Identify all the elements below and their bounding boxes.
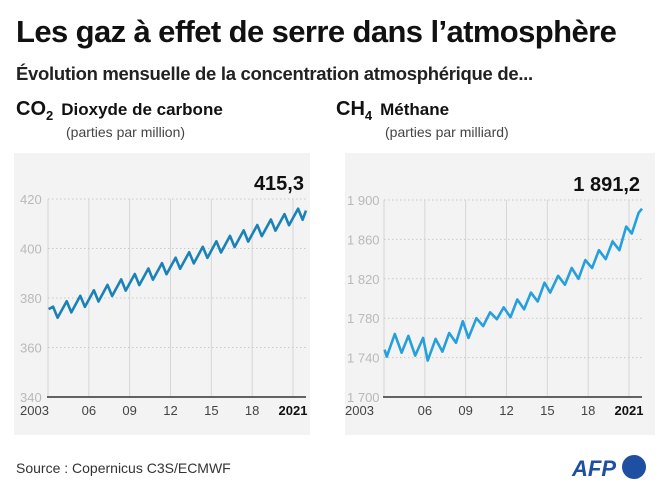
ch4-x-tick-label: 15 xyxy=(540,403,554,418)
ch4-y-tick-label: 1 740 xyxy=(347,351,380,366)
ch4-x-tick-label: 06 xyxy=(418,403,432,418)
co2-x-tick-label: 12 xyxy=(163,403,177,418)
afp-logo-circle xyxy=(622,455,646,479)
co2-chart-title: Dioxyde de carbone xyxy=(61,100,223,119)
ch4-y-tick-label: 1 700 xyxy=(347,390,380,405)
co2-y-tick-label: 420 xyxy=(20,192,42,207)
ch4-series-line xyxy=(383,207,644,362)
ch4-y-tick-label: 1 900 xyxy=(347,193,380,208)
co2-x-tick-label: 2021 xyxy=(279,403,308,418)
co2-x-tick-label: 15 xyxy=(204,403,218,418)
co2-formula: CO2 xyxy=(16,98,54,123)
co2-x-tick-label: 09 xyxy=(122,403,136,418)
co2-x-tick-label: 18 xyxy=(245,403,259,418)
ch4-y-tick-label: 1 820 xyxy=(347,272,380,287)
ch4-x-tick-label: 2003 xyxy=(345,403,374,418)
co2-y-tick-label: 340 xyxy=(20,390,42,405)
co2-y-tick-label: 380 xyxy=(20,291,42,306)
page-title: Les gaz à effet de serre dans l’atmosphè… xyxy=(16,14,617,49)
afp-logo: AFP xyxy=(571,455,646,481)
co2-chart-panel xyxy=(14,153,310,435)
ch4-x-tick-label: 12 xyxy=(499,403,513,418)
source-note: Source : Copernicus C3S/ECMWF xyxy=(16,460,231,476)
page-subtitle: Évolution mensuelle de la concentration … xyxy=(16,63,533,84)
afp-logo-text: AFP xyxy=(571,456,616,481)
ch4-last-value-label: 1 891,2 xyxy=(573,174,640,196)
co2-last-value-label: 415,3 xyxy=(254,173,304,195)
ch4-y-tick-label: 1 860 xyxy=(347,232,380,247)
co2-x-tick-label: 06 xyxy=(82,403,96,418)
co2-y-tick-label: 360 xyxy=(20,341,42,356)
ch4-x-tick-label: 09 xyxy=(458,403,472,418)
ch4-formula: CH4 xyxy=(336,98,373,123)
ch4-unit: (parties par milliard) xyxy=(385,124,509,140)
co2-x-tick-label: 2003 xyxy=(20,403,49,418)
co2-unit: (parties par million) xyxy=(66,124,186,140)
co2-series-line xyxy=(47,207,308,320)
co2-chart-header: CO2 Dioxyde de carbone xyxy=(16,98,223,123)
ch4-chart-title: Méthane xyxy=(380,100,450,119)
ch4-y-tick-label: 1 780 xyxy=(347,311,380,326)
co2-y-tick-label: 400 xyxy=(20,242,42,257)
ch4-chart-header: CH4 Méthane xyxy=(336,98,449,123)
ch4-x-tick-label: 18 xyxy=(581,403,595,418)
ch4-x-tick-label: 2021 xyxy=(615,403,644,418)
